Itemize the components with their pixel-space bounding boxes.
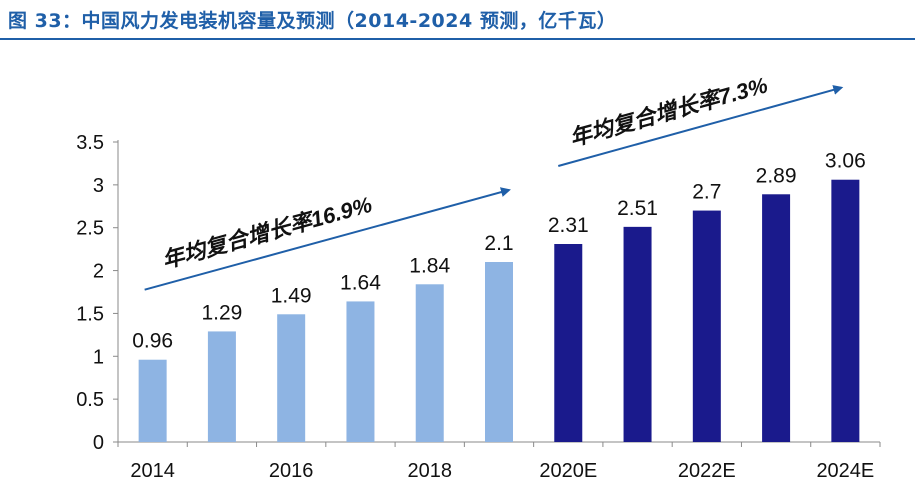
- data-label-2015: 1.29: [201, 301, 242, 324]
- title-bar: 图 33：中国风力发电装机容量及预测（2014-2024 预测，亿千瓦）: [0, 0, 915, 40]
- y-tick-label: 0.5: [76, 389, 104, 411]
- bar-2016: [277, 314, 306, 442]
- chart-panel: 0 0.5 1 1.5 2 2.5 3 3.5 2014 2016 2018 2020E 2022E 20…: [0, 44, 915, 490]
- data-label-2019: 2.1: [484, 232, 513, 255]
- chart-title: 图 33：中国风力发电装机容量及预测（2014-2024 预测，亿千瓦）: [8, 10, 617, 32]
- data-label-2014: 0.96: [132, 330, 173, 353]
- bar-2023E: [762, 194, 791, 442]
- bar-2020E: [554, 244, 583, 442]
- bar-2014: [138, 359, 167, 442]
- x-tick-label: 2014: [130, 460, 175, 482]
- y-tick-label: 1.5: [76, 303, 104, 325]
- data-label-2020E: 2.31: [548, 214, 589, 237]
- y-tick-label: 2.5: [76, 218, 104, 240]
- y-tick-label: 1: [93, 346, 104, 368]
- x-tick-label: 2024E: [816, 460, 874, 482]
- data-label-2016: 1.49: [271, 284, 312, 307]
- x-tick-label: 2018: [407, 460, 452, 482]
- cagr-arrow-1: [144, 187, 511, 291]
- chart-bars: [138, 179, 860, 442]
- data-label-2021E: 2.51: [617, 197, 658, 220]
- y-tick-label: 2: [93, 261, 104, 283]
- y-tick-label: 0: [93, 432, 104, 454]
- data-label-2018: 1.84: [409, 254, 450, 277]
- bar-chart: 0 0.5 1 1.5 2 2.5 3 3.5 2014 2016 2018 2020E 2022E 20…: [76, 72, 881, 482]
- cagr-arrow-2: [558, 85, 844, 167]
- data-label-2023E: 2.89: [756, 164, 797, 187]
- bar-2022E: [692, 210, 721, 442]
- data-label-2022E: 2.7: [692, 181, 721, 204]
- cagr-annotation-1: 年均复合增长率16.9%: [159, 192, 374, 273]
- bar-2021E: [623, 226, 652, 442]
- chart-value-labels: 0.96 1.29 1.49 1.64 1.84 2.1 2.31 2.51 2.7 2.89 3.…: [132, 150, 866, 353]
- bar-2019: [485, 262, 513, 442]
- x-tick-label: 2022E: [678, 460, 736, 482]
- bar-2024E: [831, 179, 860, 442]
- cagr-annotation-2: 年均复合增长率7.3%: [567, 72, 770, 151]
- y-tick-label: 3: [93, 175, 104, 197]
- chart-axes: 0 0.5 1 1.5 2 2.5 3 3.5 2014 2016 2018 2020E 2022E 20…: [76, 132, 881, 482]
- bar-2017: [346, 301, 375, 442]
- x-tick-label: 2016: [269, 460, 314, 482]
- y-tick-label: 3.5: [76, 132, 104, 154]
- x-tick-label: 2020E: [539, 460, 597, 482]
- bar-2015: [207, 331, 236, 442]
- data-label-2024E: 3.06: [825, 150, 866, 173]
- chart-annotations: 年均复合增长率16.9% 年均复合增长率7.3%: [144, 72, 844, 291]
- data-label-2017: 1.64: [340, 271, 381, 294]
- bar-2018: [415, 284, 444, 442]
- title-divider: [0, 38, 915, 40]
